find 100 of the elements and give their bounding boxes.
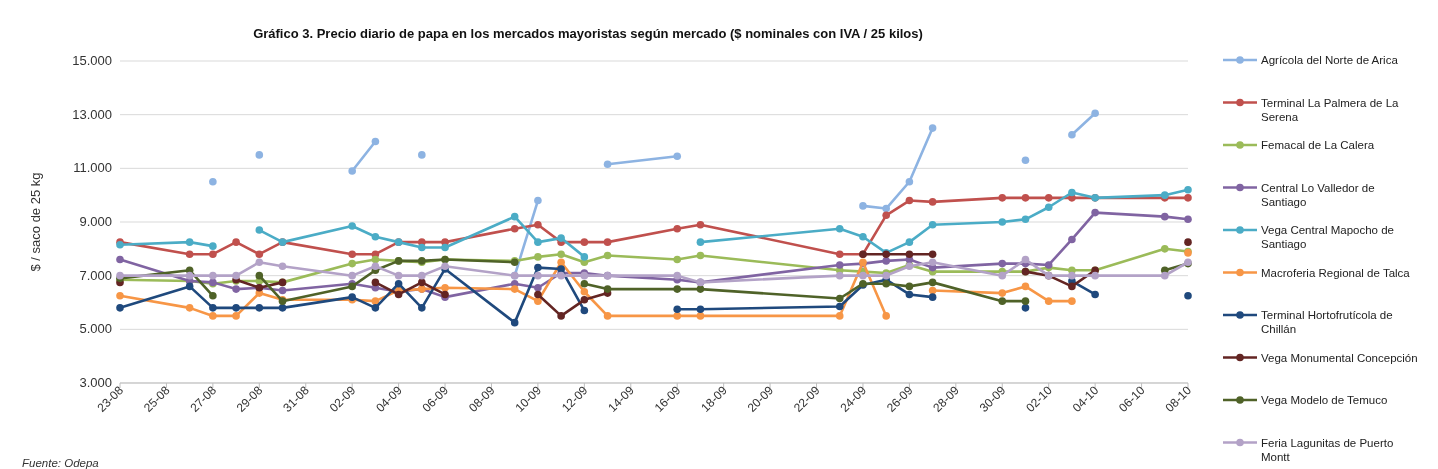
point — [232, 285, 240, 293]
point — [232, 304, 240, 312]
point — [232, 312, 240, 320]
legend-label: Terminal La Palmera de La Serena — [1261, 96, 1400, 123]
point — [278, 286, 287, 295]
point — [441, 243, 449, 252]
point — [394, 271, 403, 280]
point — [371, 297, 380, 305]
chart-title: Gráfico 3. Precio diario de papa en los mercados mayoristas según mercado ($ nominales con IVA / 25 kilos) — [253, 26, 923, 41]
point — [371, 137, 380, 146]
point — [835, 312, 844, 320]
point — [255, 151, 264, 159]
point — [1091, 290, 1099, 299]
point — [209, 242, 217, 250]
point — [998, 259, 1007, 268]
point — [371, 255, 380, 264]
point — [510, 285, 519, 293]
legend-label: Femacal de La Calera — [1261, 139, 1375, 151]
point — [185, 250, 194, 258]
point — [928, 258, 937, 267]
point — [1068, 271, 1076, 280]
point — [835, 224, 844, 233]
point — [580, 296, 589, 304]
y-tick-label: 13.000 — [72, 106, 112, 122]
point — [998, 194, 1007, 202]
point — [928, 278, 937, 287]
point — [348, 222, 356, 230]
point — [1044, 194, 1053, 202]
point — [278, 304, 287, 312]
point — [859, 202, 867, 210]
point — [394, 279, 403, 288]
point — [1091, 271, 1099, 280]
point — [998, 218, 1007, 226]
point — [1068, 130, 1076, 139]
legend-label: Agrícola del Norte de Arica — [1261, 54, 1399, 66]
point — [1184, 238, 1192, 246]
point — [232, 271, 240, 280]
point — [603, 160, 612, 169]
point — [255, 258, 264, 267]
point — [882, 211, 890, 220]
point — [1044, 203, 1053, 212]
point — [1021, 282, 1030, 291]
legend-label: Vega Monumental Concepción — [1261, 351, 1418, 364]
point — [696, 305, 705, 314]
point — [534, 283, 542, 292]
point — [673, 271, 682, 280]
point — [116, 304, 124, 312]
point — [928, 293, 937, 301]
point — [441, 283, 449, 292]
point — [1091, 109, 1099, 118]
point — [928, 220, 937, 229]
y-tick-label: 3.000 — [79, 375, 112, 390]
point — [905, 196, 914, 205]
point — [580, 238, 589, 246]
point — [1160, 212, 1169, 221]
point — [835, 302, 844, 311]
y-tick-label: 5.000 — [79, 321, 112, 337]
point — [1184, 215, 1192, 224]
point — [998, 271, 1007, 280]
y-tick-label: 11.000 — [73, 160, 112, 176]
point — [1160, 271, 1169, 280]
point — [673, 255, 682, 264]
point — [859, 271, 867, 280]
point — [859, 232, 867, 241]
point — [673, 305, 682, 314]
point — [557, 250, 565, 258]
point — [882, 257, 890, 265]
legend-label: Vega Central Mapocho de Santiago — [1261, 224, 1394, 250]
point — [1184, 291, 1192, 300]
point — [371, 304, 380, 312]
point — [696, 220, 705, 229]
point — [673, 285, 682, 293]
point — [882, 279, 890, 288]
point — [510, 224, 519, 233]
point — [209, 304, 217, 312]
point — [534, 290, 542, 299]
point — [696, 251, 705, 260]
point — [418, 151, 426, 159]
point — [510, 212, 519, 221]
point — [905, 250, 914, 258]
legend-label: Macroferia Regional de Talca — [1261, 266, 1411, 279]
point — [534, 238, 542, 246]
point — [928, 198, 937, 206]
point — [928, 286, 937, 295]
point — [371, 262, 380, 271]
point — [882, 204, 890, 213]
point — [1021, 297, 1030, 305]
point — [928, 250, 937, 258]
point — [348, 259, 356, 268]
point — [998, 297, 1007, 305]
point — [348, 250, 356, 258]
point — [673, 312, 682, 320]
point — [418, 243, 426, 252]
legend-label: Central Lo Valledor de Santiago — [1261, 181, 1375, 208]
point — [905, 238, 914, 246]
point — [209, 250, 217, 258]
legend-label: Terminal Hortofrutícola de Chillán — [1261, 309, 1393, 335]
point — [534, 263, 542, 272]
point — [116, 291, 124, 300]
point — [371, 232, 380, 241]
